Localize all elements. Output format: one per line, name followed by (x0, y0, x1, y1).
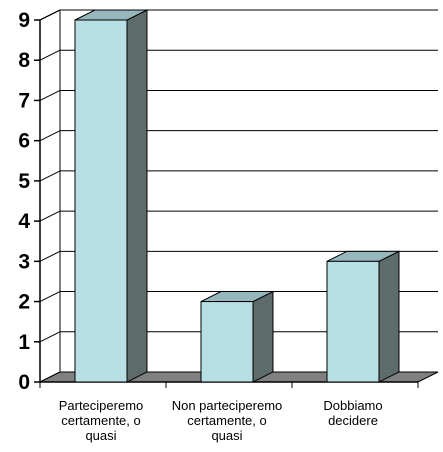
gridline-diagonal (40, 131, 60, 141)
y-tick-label: 6 (18, 130, 30, 153)
gridline-diagonal (40, 211, 60, 221)
gridline-diagonal (40, 251, 60, 261)
bar-side-face (253, 292, 273, 382)
x-tick-label-line: certamente, o (187, 413, 267, 428)
bar-front-face (201, 302, 253, 382)
bar (201, 292, 273, 382)
x-tick-label-line: Parteciperemo (59, 398, 144, 413)
gridline-diagonal (40, 50, 60, 60)
y-axis-tick-labels: 0 1 2 3 4 5 6 7 8 9 (18, 9, 30, 394)
bar (327, 251, 399, 382)
x-tick-label-line: quasi (85, 428, 116, 443)
gridline-diagonal (40, 171, 60, 181)
bar (75, 10, 147, 382)
x-tick-label: Dobbiamo decidere (323, 398, 382, 428)
x-tick-label-line: Non parteciperemo (172, 398, 283, 413)
x-tick-label: Non parteciperemo certamente, o quasi (172, 398, 283, 443)
y-tick-label: 7 (18, 89, 30, 112)
y-tick-label: 2 (18, 291, 30, 314)
x-tick-label-line: quasi (211, 428, 242, 443)
gridline-diagonal (40, 10, 60, 20)
bar-front-face (327, 261, 379, 382)
bar-front-face (75, 20, 127, 382)
bar-side-face (127, 10, 147, 382)
y-tick-label: 9 (18, 9, 30, 32)
y-tick-label: 8 (18, 49, 30, 72)
x-tick-label: Parteciperemo certamente, o quasi (59, 398, 144, 443)
y-tick-label: 0 (18, 371, 30, 394)
gridline-diagonal (40, 332, 60, 342)
x-tick-label-line: decidere (328, 413, 378, 428)
x-tick-label-line: certamente, o (61, 413, 141, 428)
gridline-diagonal (40, 90, 60, 100)
y-tick-label: 1 (18, 331, 30, 354)
y-tick-label: 3 (18, 250, 30, 273)
gridline-diagonal (40, 292, 60, 302)
bar-side-face (379, 251, 399, 382)
y-tick-label: 4 (18, 210, 30, 233)
x-tick-label-line: Dobbiamo (323, 398, 382, 413)
y-tick-label: 5 (18, 170, 30, 193)
